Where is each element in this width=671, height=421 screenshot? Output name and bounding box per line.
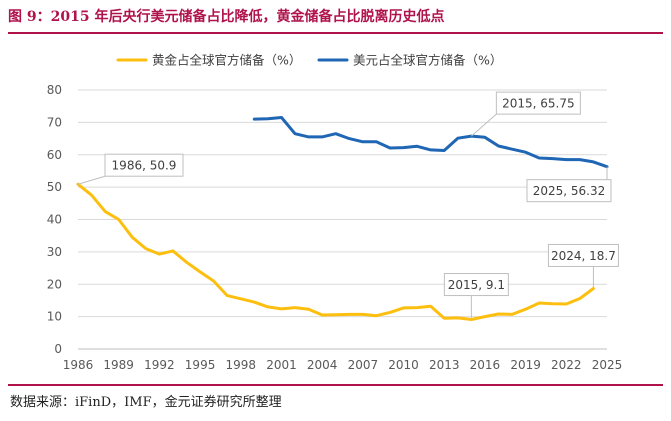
annotation-label: 2025, 56.32 <box>533 184 606 198</box>
annotation-label: 2024, 18.7 <box>551 249 616 263</box>
x-tick-label: 2025 <box>592 358 623 372</box>
x-tick-label: 2019 <box>510 358 541 372</box>
usd-share-line <box>252 116 609 169</box>
y-tick-label: 70 <box>47 115 62 129</box>
title-rule <box>8 32 663 34</box>
y-tick-label: 10 <box>47 310 62 324</box>
y-tick-label: 50 <box>47 180 62 194</box>
y-tick-label: 30 <box>47 245 62 259</box>
x-tick-label: 1986 <box>63 358 94 372</box>
annotation-label: 2015, 65.75 <box>502 97 575 111</box>
annotation-box <box>104 153 184 177</box>
x-tick-label: 2001 <box>266 358 297 372</box>
x-tick-label: 1998 <box>225 358 256 372</box>
annotation-box <box>526 179 612 203</box>
x-tick-label: 1989 <box>103 358 134 372</box>
y-tick-label: 40 <box>47 213 62 227</box>
source-note: 数据来源：iFinD，IMF，金元证券研究所整理 <box>10 395 282 410</box>
annotation-box <box>443 273 509 297</box>
x-tick-label: 2013 <box>429 358 460 372</box>
x-tick-label: 2010 <box>388 358 419 372</box>
data-annotations: 1986, 50.9 2015, 9.1 2024, 18.7 2015, 65.75… <box>77 91 619 320</box>
y-tick-label: 0 <box>54 342 62 356</box>
annotation-box <box>495 91 581 115</box>
y-tick-label: 60 <box>47 148 62 162</box>
x-tick-label: 1995 <box>185 358 216 372</box>
legend-label-gold: 黄金占全球官方储备（%） <box>152 53 301 68</box>
figure-title: 图 9：2015 年后央行美元储备占比降低，黄金储备占比脱离历史低点 <box>8 9 445 25</box>
series-lines <box>76 116 609 321</box>
axes: 0 10 20 30 40 50 60 70 80 1986 1989 1992 1995 1998 200… <box>47 83 623 372</box>
legend-label-usd: 美元占全球官方储备（%） <box>353 53 502 68</box>
legend: 黄金占全球官方储备（%） 美元占全球官方储备（%） <box>116 53 502 68</box>
x-tick-label: 2016 <box>470 358 501 372</box>
x-tick-label: 2007 <box>348 358 379 372</box>
x-tick-label: 2022 <box>551 358 582 372</box>
gridlines <box>78 89 607 318</box>
source-rule <box>8 384 663 386</box>
gold-share-line <box>76 182 595 321</box>
x-tick-label: 2004 <box>307 358 338 372</box>
x-tick-label: 1992 <box>144 358 175 372</box>
y-tick-label: 20 <box>47 277 62 291</box>
annotation-leader <box>471 113 497 137</box>
annotation-leader <box>77 175 106 185</box>
annotation-label: 2015, 9.1 <box>448 278 505 292</box>
annotation-label: 1986, 50.9 <box>112 159 177 173</box>
y-tick-label: 80 <box>47 83 62 97</box>
annotation-box <box>547 243 619 267</box>
